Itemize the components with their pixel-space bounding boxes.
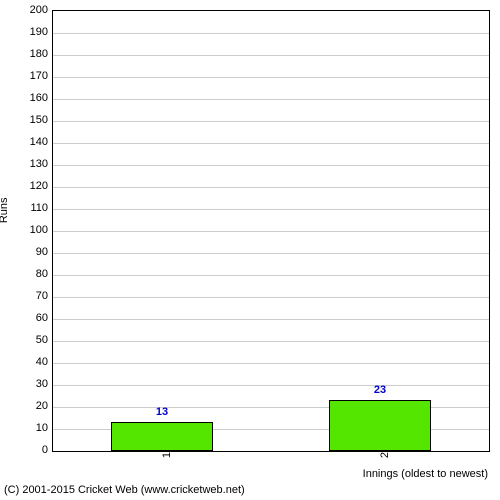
- ytick-label: 60: [36, 312, 48, 324]
- ytick-label: 200: [30, 4, 48, 16]
- gridline: [53, 275, 489, 276]
- bar: [329, 400, 431, 451]
- ytick-label: 180: [30, 48, 48, 60]
- gridline: [53, 77, 489, 78]
- gridline: [53, 385, 489, 386]
- gridline: [53, 341, 489, 342]
- xtick-label: 2: [379, 452, 391, 458]
- gridline: [53, 143, 489, 144]
- bar-value-label: 23: [374, 384, 386, 396]
- y-axis-label: Runs: [0, 197, 10, 223]
- xtick-label: 1: [161, 452, 173, 458]
- gridline: [53, 121, 489, 122]
- ytick-label: 70: [36, 290, 48, 302]
- chart-container: 13 23 Runs Innings (oldest to newest) (C)…: [0, 0, 500, 500]
- gridline: [53, 187, 489, 188]
- gridline: [53, 55, 489, 56]
- ytick-label: 100: [30, 224, 48, 236]
- ytick-label: 110: [30, 202, 48, 214]
- ytick-label: 140: [30, 136, 48, 148]
- bar: [111, 422, 213, 451]
- ytick-label: 120: [30, 180, 48, 192]
- ytick-label: 40: [36, 356, 48, 368]
- x-axis-label: Innings (oldest to newest): [363, 468, 488, 480]
- ytick-label: 30: [36, 378, 48, 390]
- ytick-label: 170: [30, 70, 48, 82]
- copyright-text: (C) 2001-2015 Cricket Web (www.cricketwe…: [4, 484, 245, 496]
- bar-value-label: 13: [156, 406, 168, 418]
- gridline: [53, 363, 489, 364]
- ytick-label: 50: [36, 334, 48, 346]
- gridline: [53, 253, 489, 254]
- ytick-label: 20: [36, 400, 48, 412]
- ytick-label: 160: [30, 92, 48, 104]
- ytick-label: 10: [36, 422, 48, 434]
- plot-area: 13 23: [52, 10, 490, 452]
- gridline: [53, 99, 489, 100]
- ytick-label: 90: [36, 246, 48, 258]
- gridline: [53, 231, 489, 232]
- gridline: [53, 165, 489, 166]
- gridline: [53, 33, 489, 34]
- gridline: [53, 209, 489, 210]
- ytick-label: 190: [30, 26, 48, 38]
- gridline: [53, 297, 489, 298]
- ytick-label: 150: [30, 114, 48, 126]
- gridline: [53, 319, 489, 320]
- ytick-label: 80: [36, 268, 48, 280]
- ytick-label: 0: [42, 444, 48, 456]
- ytick-label: 130: [30, 158, 48, 170]
